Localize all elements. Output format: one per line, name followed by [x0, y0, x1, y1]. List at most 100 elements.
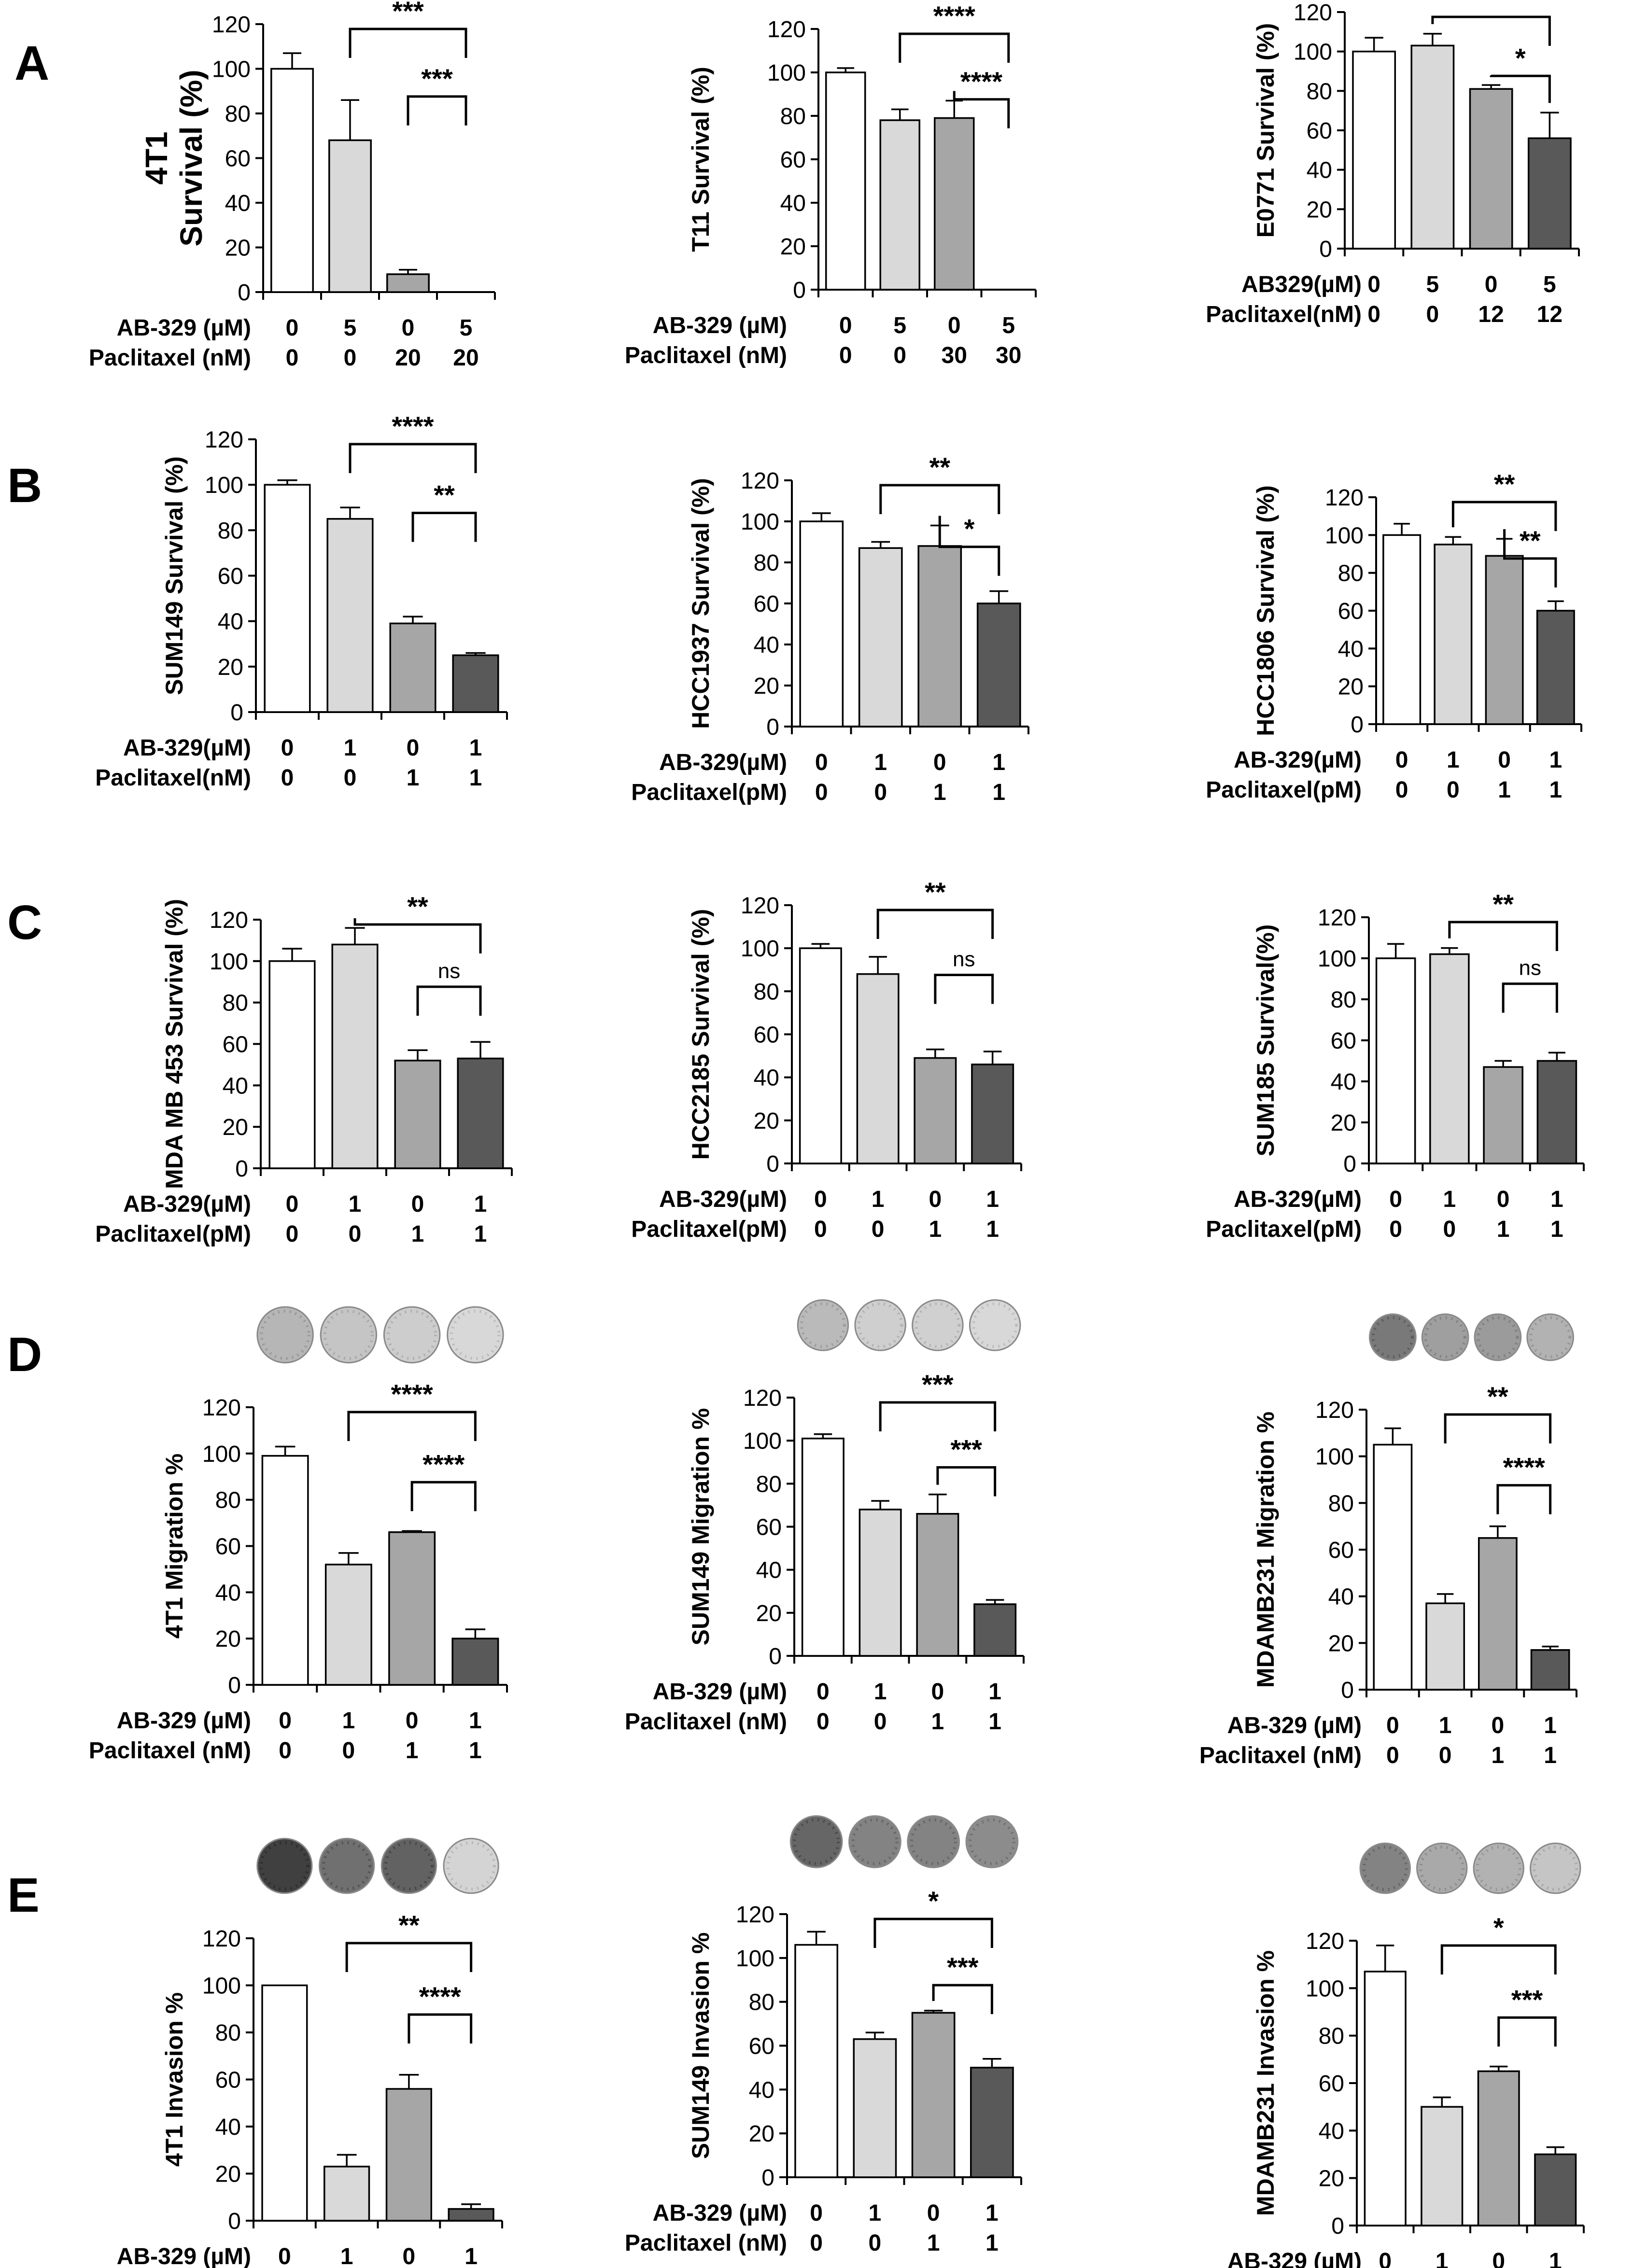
well-texture — [793, 1818, 840, 1865]
y-tick-label: 40 — [754, 1065, 779, 1091]
panel-label-b: B — [7, 459, 42, 513]
bar — [328, 139, 372, 293]
condition-label: Paclitaxel (nM) — [89, 1738, 251, 1764]
well-texture — [910, 1818, 957, 1865]
y-tick-label: 0 — [238, 280, 251, 306]
bar — [385, 2088, 432, 2222]
condition-value: 1 — [1549, 2249, 1562, 2268]
bar — [386, 273, 430, 293]
condition-value: 12 — [1537, 302, 1563, 327]
condition-label: AB-329(µM) — [1234, 747, 1362, 773]
condition-value: 5 — [344, 315, 357, 341]
condition-value: 0 — [1386, 1713, 1399, 1738]
condition-value: 1 — [985, 2230, 999, 2256]
significance-bracket — [1448, 921, 1558, 951]
condition-value: 1 — [869, 2200, 882, 2226]
bar — [916, 1513, 959, 1657]
y-axis-label: 4T1 Invasion % — [161, 1992, 188, 2167]
well-image — [907, 1815, 960, 1868]
condition-value: 0 — [1389, 1187, 1402, 1212]
well-image — [447, 1306, 504, 1364]
y-axis-label-text: 4T1 Migration % — [161, 1454, 188, 1638]
y-tick-label: 120 — [1294, 0, 1332, 26]
condition-value: 0 — [931, 1679, 944, 1705]
bar — [1373, 1443, 1413, 1691]
y-axis-label: HCC1937 Survival (%) — [687, 478, 714, 729]
condition-label: Paclitaxel(nM) — [1206, 302, 1362, 327]
well-texture — [915, 1302, 961, 1348]
y-tick-label: 40 — [1307, 158, 1332, 183]
significance-label: ns — [438, 959, 460, 983]
condition-value: 1 — [992, 750, 1005, 775]
y-axis-label: HCC1806 Survival (%) — [1252, 485, 1279, 736]
condition-label: AB-329(µM) — [659, 1187, 787, 1212]
y-tick-label: 20 — [215, 1626, 241, 1652]
well-texture — [1529, 1316, 1572, 1358]
y-tick-label: 40 — [756, 1558, 782, 1583]
y-tick-label: 20 — [1319, 2166, 1344, 2192]
condition-value: 1 — [469, 1738, 482, 1764]
y-tick-label: 100 — [1294, 40, 1332, 65]
y-tick-label: 20 — [1328, 1631, 1354, 1656]
bar — [853, 2038, 897, 2178]
y-tick-label: 60 — [749, 2034, 774, 2059]
y-axis-label-text: MDAMB231 Invasion % — [1252, 1950, 1279, 2216]
bar — [934, 117, 975, 291]
well-image — [789, 1815, 843, 1868]
y-tick-label: 80 — [780, 104, 806, 129]
significance-bracket — [349, 28, 467, 58]
condition-label: Paclitaxel (nM) — [625, 2230, 787, 2256]
condition-value: 0 — [279, 1738, 292, 1764]
bar — [858, 547, 903, 728]
y-tick-label: 60 — [1319, 2071, 1344, 2097]
y-tick-label: 40 — [1338, 636, 1364, 662]
condition-value: 1 — [1492, 1743, 1505, 1768]
y-axis-label-text: HCC2185 Survival (%) — [687, 909, 714, 1160]
condition-value: 1 — [344, 735, 357, 761]
condition-label: AB-329 (µM) — [653, 2200, 787, 2226]
condition-value: 0 — [874, 780, 887, 805]
well-image — [1473, 1842, 1524, 1894]
y-axis-label-text: T11 Survival (%) — [687, 67, 714, 252]
significance-bracket — [879, 1401, 997, 1431]
y-tick-label: 120 — [741, 893, 779, 919]
significance-label: *** — [947, 1952, 979, 1982]
condition-label: AB-329(µM) — [659, 750, 787, 775]
y-tick-label: 100 — [210, 949, 248, 975]
y-tick-label: 120 — [1325, 485, 1364, 511]
bar — [448, 2208, 494, 2222]
bar — [917, 545, 962, 728]
condition-value: 1 — [1544, 1743, 1557, 1768]
significance-bracket — [1440, 1944, 1557, 1974]
y-tick-label: 40 — [218, 609, 243, 635]
significance-bracket — [938, 516, 1000, 576]
bar — [261, 1984, 308, 2222]
condition-value: 12 — [1478, 302, 1504, 327]
well-image — [318, 1837, 375, 1894]
condition-value: 0 — [1447, 777, 1460, 803]
condition-value: 0 — [281, 735, 294, 761]
bar — [856, 973, 900, 1164]
y-tick-label: 40 — [215, 2114, 241, 2140]
y-tick-label: 80 — [1319, 2024, 1344, 2049]
condition-value: 0 — [406, 1708, 419, 1734]
y-tick-label: 80 — [1307, 79, 1332, 104]
well-texture — [446, 1841, 496, 1891]
y-tick-label: 100 — [202, 1974, 241, 1999]
y-tick-label: 80 — [215, 2020, 241, 2046]
y-tick-label: 40 — [1328, 1584, 1354, 1610]
y-axis-label-text: SUM149 Migration % — [687, 1408, 714, 1646]
bar — [1410, 44, 1455, 250]
condition-value: 1 — [342, 1708, 355, 1734]
condition-value: 1 — [465, 2244, 478, 2268]
y-tick-label: 80 — [1331, 987, 1356, 1013]
well-image — [1369, 1313, 1417, 1361]
condition-label: AB-329(µM) — [123, 1191, 251, 1217]
bar — [911, 2012, 956, 2178]
bar — [394, 1060, 441, 1169]
bar — [1352, 50, 1396, 250]
condition-label: Paclitaxel (nM) — [625, 343, 787, 368]
y-tick-label: 20 — [1331, 1110, 1356, 1136]
bar — [324, 1564, 372, 1686]
